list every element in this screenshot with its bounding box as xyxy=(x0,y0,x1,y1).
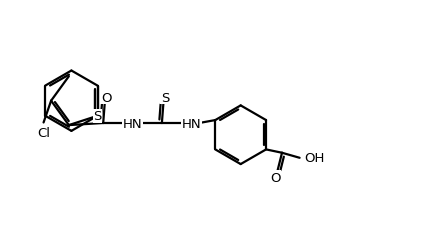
Text: HN: HN xyxy=(123,117,143,130)
Text: O: O xyxy=(270,171,280,184)
Text: O: O xyxy=(101,91,111,104)
Text: HN: HN xyxy=(181,117,201,130)
Text: OH: OH xyxy=(305,152,325,164)
Text: S: S xyxy=(161,91,169,104)
Text: Cl: Cl xyxy=(37,126,50,139)
Text: S: S xyxy=(93,110,102,123)
